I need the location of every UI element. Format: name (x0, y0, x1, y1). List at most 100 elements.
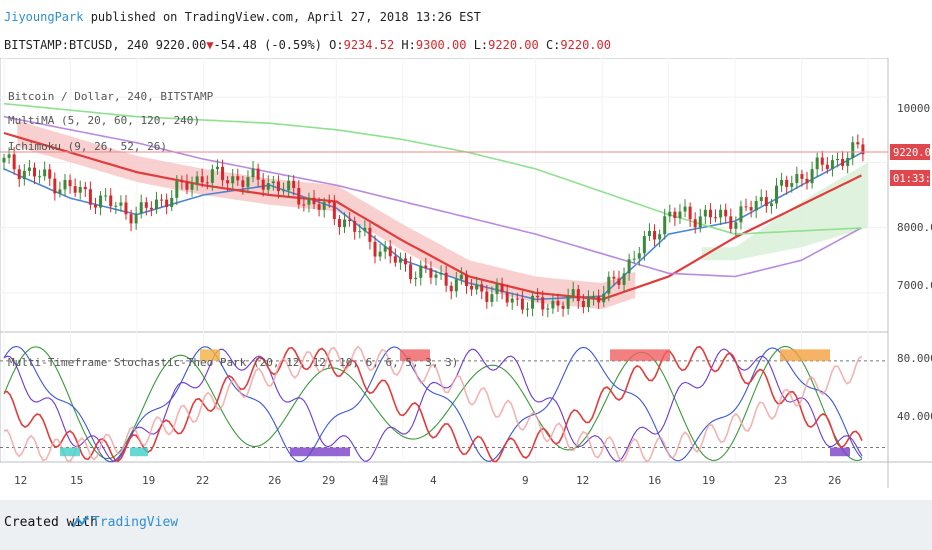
candle-body (73, 186, 77, 193)
candle-body (708, 209, 712, 218)
candle-body (769, 203, 773, 207)
last-price: 9220.00 (155, 38, 207, 52)
candle-body (749, 207, 753, 211)
candle-body (815, 157, 819, 170)
candle-body (678, 211, 682, 219)
candle-body (836, 158, 840, 161)
candle-body (119, 202, 123, 206)
candle-body (27, 167, 31, 171)
candle-body (485, 291, 489, 302)
ma-line-240 (3, 102, 862, 235)
candle-body (266, 183, 270, 190)
candle-body (215, 166, 219, 170)
overbought-fill (200, 349, 220, 361)
candle-body (292, 180, 296, 188)
candle-body (190, 183, 194, 190)
candle-body (12, 154, 16, 170)
candle-body (58, 189, 62, 194)
price-tick: 8000.00 (897, 221, 932, 234)
candle-body (754, 201, 758, 211)
candle-body (795, 174, 799, 184)
countdown-tag (890, 170, 930, 186)
oversold-fill (130, 447, 148, 457)
candle-body (251, 168, 255, 178)
time-label: 15 (70, 474, 83, 487)
candle-body (673, 211, 677, 219)
candle-body (688, 206, 692, 220)
candle-body (597, 296, 601, 303)
candle-body (221, 166, 225, 181)
candle-body (663, 216, 667, 235)
price-pane[interactable] (0, 58, 889, 333)
candle-body (139, 202, 143, 214)
candle-body (454, 279, 458, 292)
candle-body (856, 142, 860, 145)
candle-body (358, 231, 362, 233)
candle-body (409, 264, 413, 280)
candle-body (175, 181, 179, 198)
footer-bar: Created with TradingView (0, 500, 932, 550)
tradingview-link[interactable]: TradingView (92, 515, 179, 530)
price-change: -54.48 (-0.59%) (213, 38, 322, 52)
candle-body (83, 187, 87, 190)
candle-body (114, 205, 118, 207)
candle-body (592, 296, 596, 298)
candle-body (607, 276, 611, 294)
candle-body (398, 258, 402, 263)
candle-body (841, 158, 845, 166)
candle-body (602, 293, 606, 303)
time-label: 26 (268, 474, 281, 487)
candle-body (759, 197, 763, 202)
candle-body (551, 300, 555, 309)
candle-body (246, 177, 250, 187)
candle-body (459, 274, 463, 280)
candle-body (261, 179, 265, 190)
overbought-fill (780, 349, 830, 361)
candle-body (231, 176, 235, 184)
candles (2, 134, 865, 318)
candle-body (780, 179, 784, 186)
candle-body (495, 283, 499, 295)
time-label: 12 (576, 474, 589, 487)
candle-body (129, 214, 133, 224)
price-tick: 10000.00 (897, 102, 932, 115)
candle-body (637, 253, 641, 259)
price-axis[interactable]: 10000.00 8000.00 7000.00 9220.00 01:33:5… (890, 102, 932, 292)
candle-body (378, 251, 382, 257)
countdown-text: 01:33:51 (893, 173, 932, 185)
osc-tick: 40.0000 (897, 410, 932, 423)
candle-body (612, 276, 616, 279)
candle-body (200, 176, 204, 183)
candle-body (576, 289, 580, 302)
candle-body (805, 178, 809, 184)
candle-body (373, 241, 377, 257)
symbol-line: BITSTAMP:BTCUSD, 240 9220.00▼-54.48 (-0.… (4, 38, 611, 52)
oscillator-axis[interactable]: 80.0000 40.0000 (897, 352, 932, 423)
open-label: O: (329, 38, 344, 52)
last-price-tag-text: 9220.00 (893, 147, 932, 159)
stochastic-line (3, 345, 863, 463)
oscillator-lines (0, 345, 888, 463)
price-tick: 7000.00 (897, 279, 932, 292)
publish-text: published on TradingView.com, April 27, … (83, 10, 481, 24)
tradingview-logo-icon[interactable] (72, 514, 90, 530)
candle-body (317, 204, 321, 210)
candle-body (785, 179, 789, 187)
candle-body (78, 187, 82, 193)
time-axis[interactable]: 12 15 19 22 26 29 4월 4 9 12 16 19 23 26 (14, 474, 841, 487)
candle-body (505, 292, 509, 303)
candle-body (205, 182, 209, 184)
candle-body (271, 181, 275, 184)
oversold-fill (830, 447, 850, 457)
candle-body (297, 187, 301, 205)
candle-body (312, 197, 316, 205)
candle-body (134, 213, 138, 224)
price-chart[interactable]: Bitcoin / Dollar, 240, BITSTAMP MultiMA … (0, 58, 932, 498)
candle-body (302, 204, 306, 206)
author-link[interactable]: JiyoungPark (4, 10, 84, 24)
candle-body (632, 258, 636, 260)
candle-body (658, 234, 662, 240)
candle-body (68, 180, 72, 187)
candle-body (363, 227, 367, 232)
candle-body (800, 174, 804, 179)
